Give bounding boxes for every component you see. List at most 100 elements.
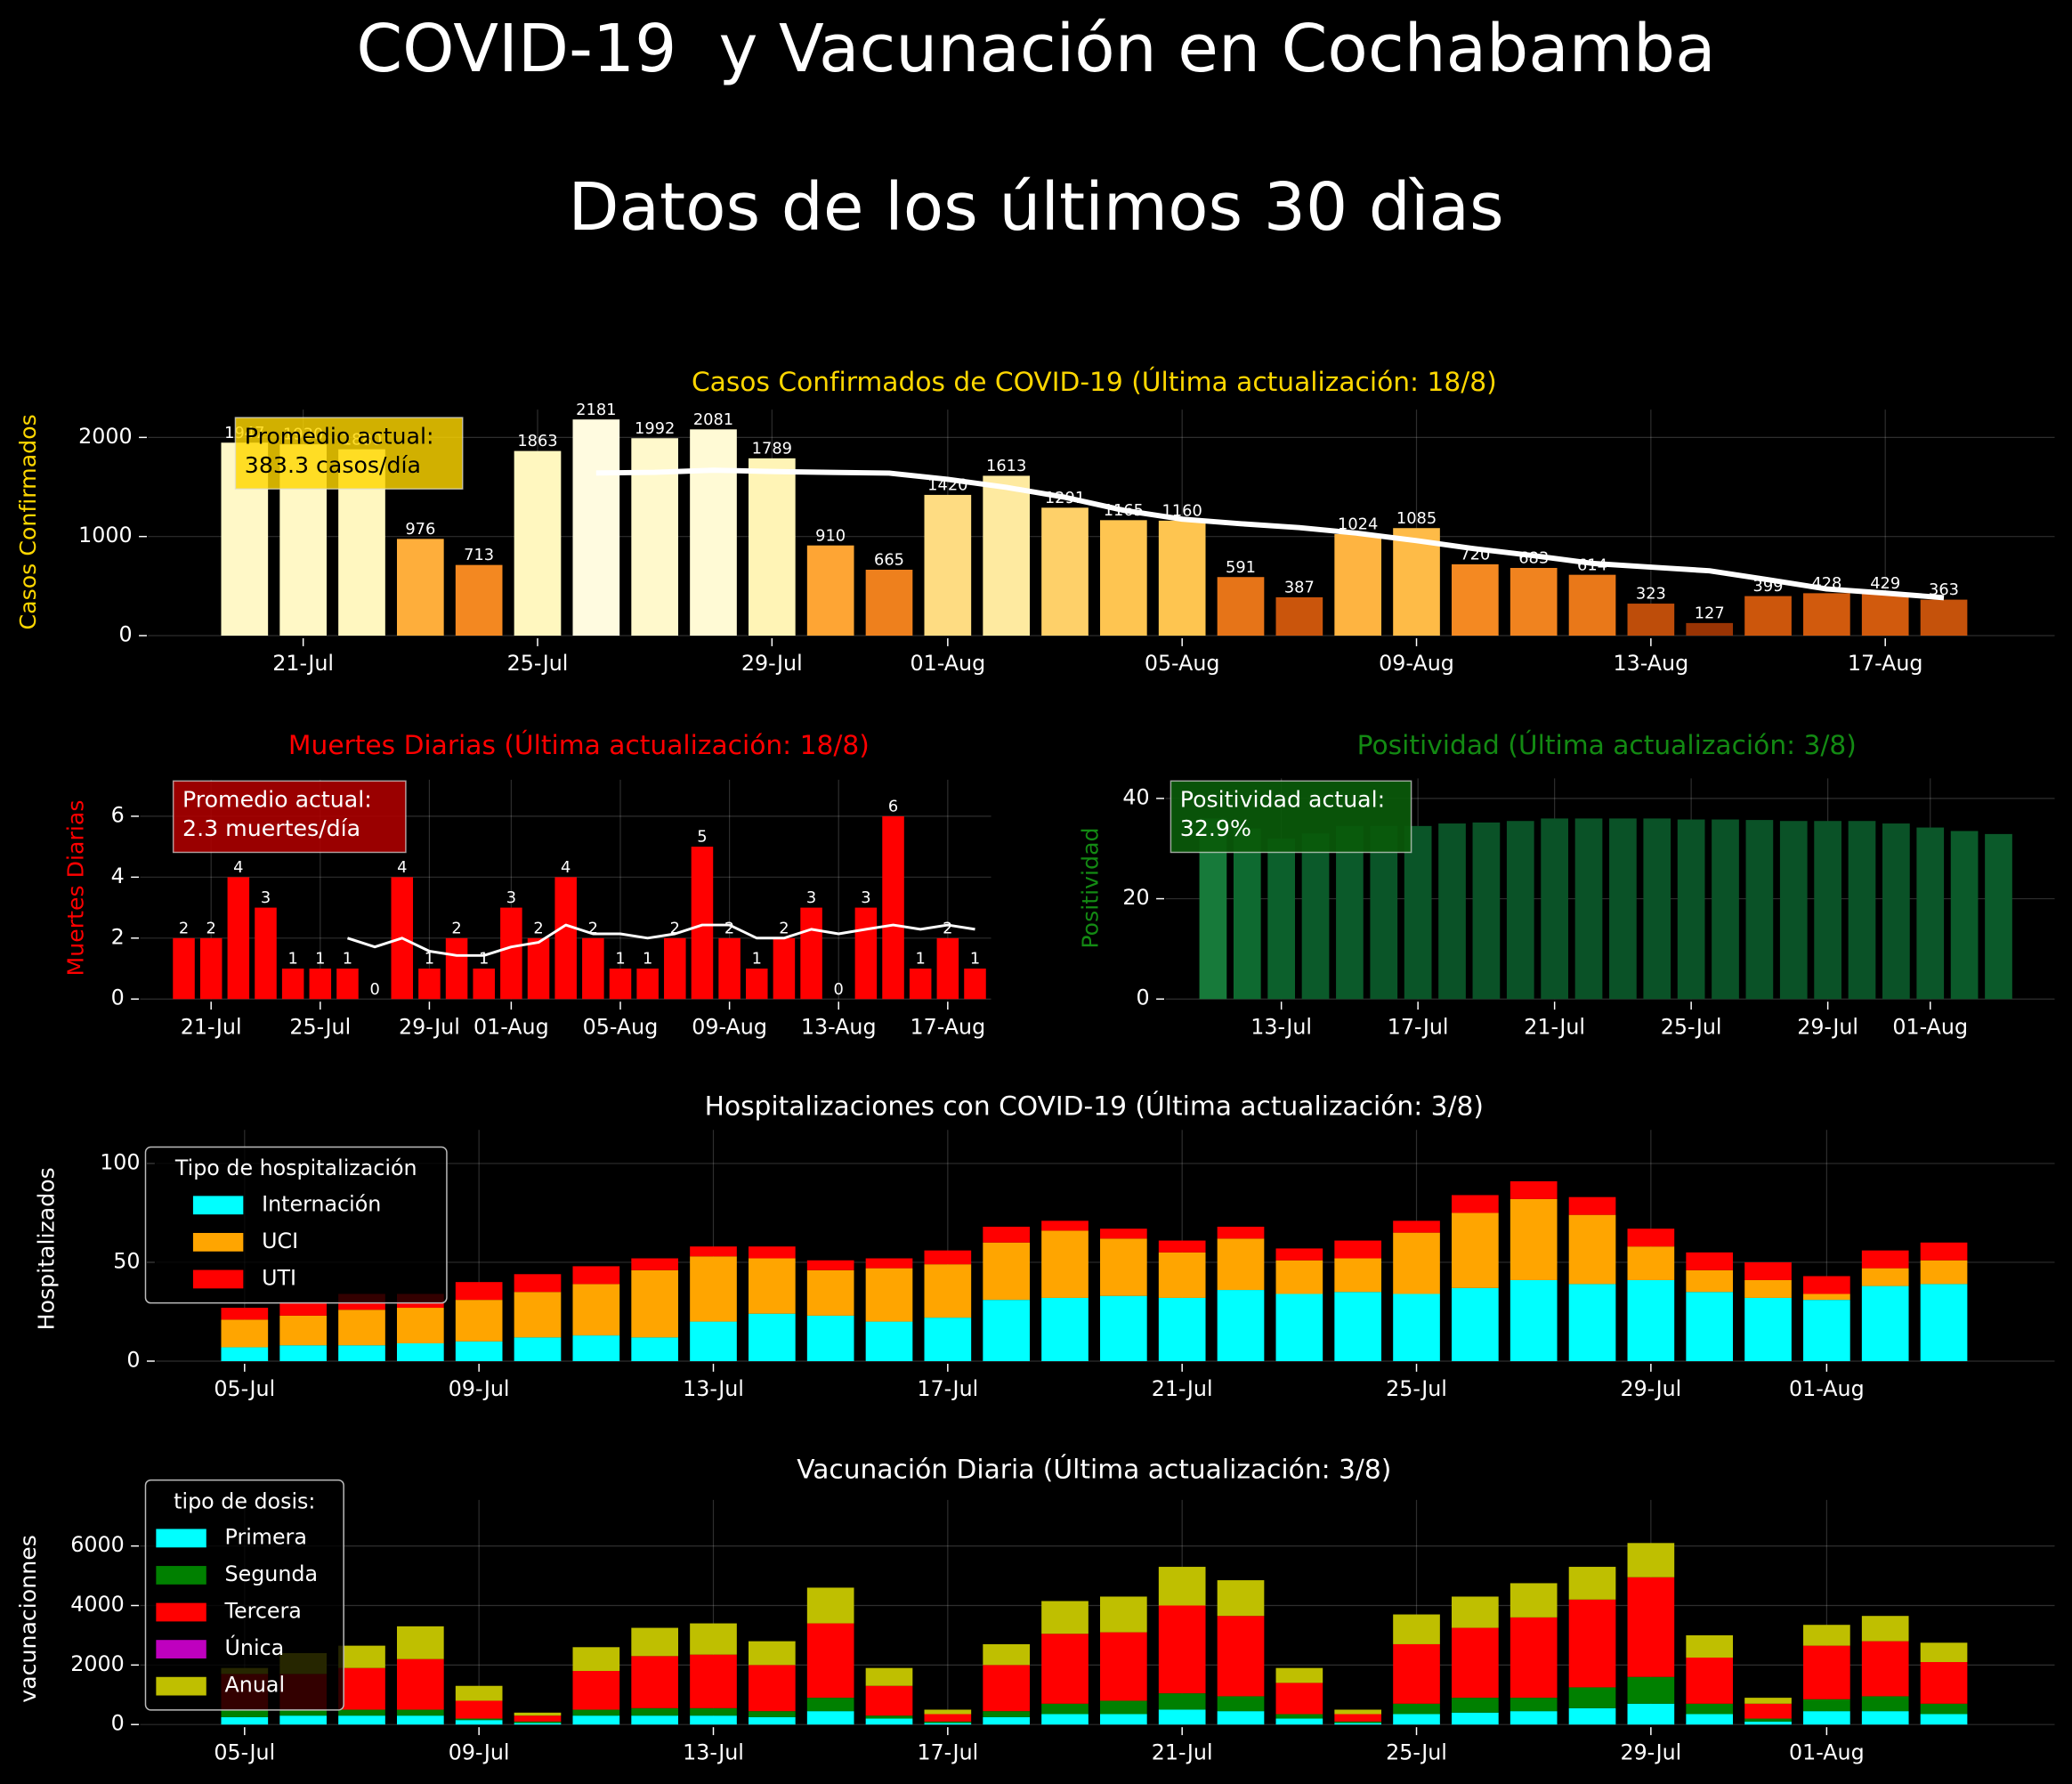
x-tick-label: 17-Aug: [911, 1014, 986, 1039]
x-tick-label: 05-Jul: [214, 1739, 275, 1764]
y-tick-label: 0: [126, 1347, 140, 1372]
bar-segment: [1686, 1292, 1734, 1361]
bar-segment: [748, 1716, 796, 1725]
bar-segment: [1158, 1567, 1206, 1606]
bar-segment: [1217, 1290, 1265, 1361]
data-label: 4: [397, 858, 407, 877]
bar: [473, 969, 495, 1000]
bar-segment: [514, 1723, 562, 1725]
bar-segment: [1627, 1246, 1675, 1280]
y-tick-label: 2: [111, 924, 125, 949]
bar-segment: [1803, 1711, 1850, 1725]
bar-segment: [806, 1711, 854, 1725]
bar-segment: [1334, 1258, 1382, 1293]
legend-label: UTI: [262, 1265, 296, 1290]
bar-segment: [1920, 1714, 1968, 1725]
bar-segment: [1158, 1709, 1206, 1725]
bar-segment: [690, 1246, 737, 1257]
x-tick-label: 17-Aug: [1848, 651, 1923, 676]
bar-segment: [1452, 1195, 1499, 1213]
bar-segment: [806, 1698, 854, 1712]
data-label: 2: [451, 919, 461, 937]
bar-segment: [1686, 1634, 1734, 1658]
annotation-text: 2.3 muertes/día: [182, 815, 360, 841]
x-tick-label: 13-Aug: [1614, 651, 1689, 676]
bar: [854, 907, 878, 1000]
data-label: 976: [405, 520, 435, 539]
bar-segment: [1217, 1580, 1265, 1617]
bar-segment: [1217, 1711, 1265, 1725]
x-tick-label: 13-Jul: [683, 1739, 744, 1764]
bar-segment: [221, 1308, 269, 1320]
bar: [1609, 818, 1637, 1000]
bar-segment: [1686, 1252, 1734, 1270]
bar: [455, 564, 503, 637]
bar-segment: [1158, 1252, 1206, 1298]
data-label: 910: [815, 526, 846, 545]
x-tick-label: 21-Jul: [1152, 1376, 1213, 1401]
bar-segment: [1920, 1284, 1968, 1361]
data-label: 0: [369, 980, 379, 999]
bar-segment: [865, 1268, 913, 1322]
bar-segment: [514, 1337, 562, 1361]
x-tick-label: 09-Aug: [692, 1014, 767, 1039]
legend-swatch: [192, 1232, 244, 1252]
x-tick-label: 13-Jul: [683, 1376, 744, 1401]
bar-segment: [338, 1709, 385, 1716]
bar-segment: [279, 1715, 327, 1725]
bar-segment: [338, 1715, 385, 1725]
bar-segment: [1041, 1230, 1089, 1298]
bar: [1438, 823, 1466, 1000]
bar: [582, 937, 604, 1000]
y-tick-label: 2000: [78, 424, 132, 449]
bar-segment: [1334, 1714, 1382, 1722]
data-label: 4: [233, 858, 243, 877]
bar-segment: [455, 1685, 503, 1701]
bar-segment: [983, 1665, 1031, 1712]
bar-segment: [396, 1342, 444, 1361]
bar-segment: [1568, 1196, 1616, 1215]
bar: [983, 475, 1031, 637]
bar-segment: [279, 1709, 327, 1716]
legend-label: Segunda: [225, 1561, 319, 1586]
bar-segment: [1686, 1657, 1734, 1704]
y-tick-label: 0: [111, 985, 125, 1010]
bar-segment: [631, 1656, 678, 1708]
x-tick-label: 21-Jul: [1152, 1739, 1213, 1764]
data-label: 2081: [693, 410, 733, 429]
bar: [554, 877, 577, 1000]
bar: [1370, 825, 1398, 1000]
x-tick-label: 09-Jul: [449, 1376, 510, 1401]
bar: [1509, 567, 1558, 637]
bar-segment: [1393, 1220, 1440, 1233]
bar-segment: [572, 1671, 620, 1710]
bar-segment: [1158, 1240, 1206, 1253]
legend-label: Única: [225, 1635, 285, 1660]
bar-segment: [221, 1319, 269, 1348]
bar-segment: [396, 1709, 444, 1716]
bar-segment: [1803, 1625, 1850, 1646]
bar-segment: [1627, 1703, 1675, 1725]
bar-segment: [1100, 1596, 1147, 1633]
annotation-text: Promedio actual:: [245, 423, 434, 449]
bar: [1452, 564, 1499, 637]
bar: [1100, 520, 1147, 637]
bar: [1506, 821, 1534, 1000]
bar-segment: [1861, 1250, 1909, 1269]
bar-segment: [572, 1335, 620, 1361]
x-tick-label: 01-Aug: [1789, 1376, 1865, 1401]
data-label: 1: [916, 950, 926, 969]
bar-segment: [748, 1258, 796, 1314]
y-tick-label: 40: [1122, 784, 1149, 809]
bar-segment: [1744, 1703, 1792, 1719]
bar-segment: [1452, 1627, 1499, 1699]
bar-segment: [690, 1654, 737, 1708]
x-tick-label: 21-Jul: [181, 1014, 242, 1039]
bar-segment: [572, 1709, 620, 1716]
legend-label: Internación: [262, 1191, 381, 1216]
bar: [1217, 577, 1265, 637]
bar-segment: [221, 1716, 269, 1725]
bar-segment: [748, 1246, 796, 1259]
bar-segment: [1568, 1567, 1616, 1600]
